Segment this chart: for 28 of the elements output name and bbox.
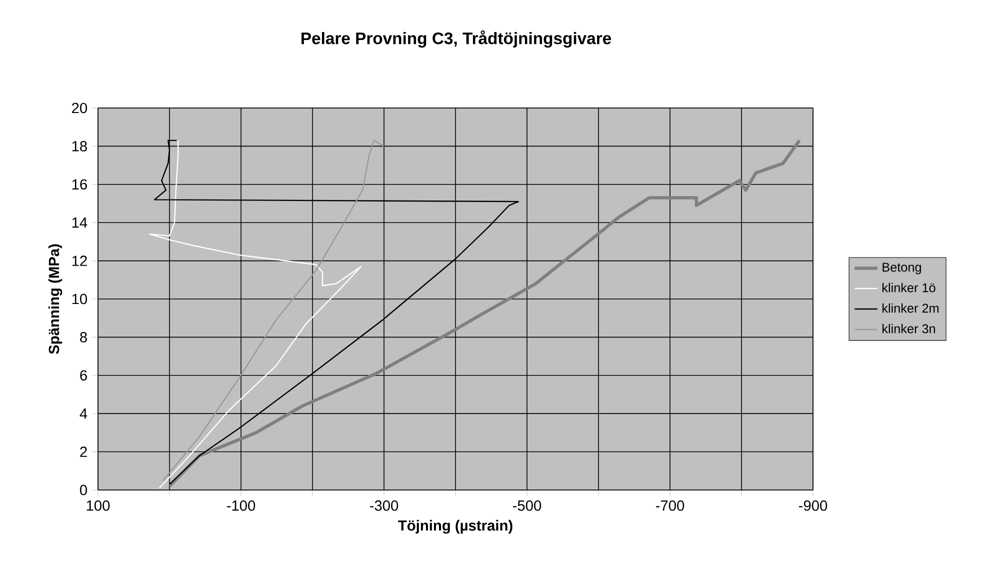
y-tick-label: 4 <box>80 408 88 419</box>
x-axis-title: Töjning (µstrain) <box>398 520 512 534</box>
line-series <box>154 140 520 485</box>
y-tick-label: 8 <box>80 332 87 342</box>
legend-label: klinker 1ö <box>882 282 936 292</box>
y-tick-label: 14 <box>72 218 88 228</box>
chart-title: Pelare Provning C3, Trådtöjningsgivare <box>302 30 612 48</box>
y-tick-label: 12 <box>72 256 87 266</box>
line-series <box>168 138 802 488</box>
y-tick-label: 16 <box>72 179 87 190</box>
y-tick-label: 6 <box>80 370 87 381</box>
y-tick-label: 18 <box>72 141 87 152</box>
y-tick-label: 20 <box>72 102 88 114</box>
y-tick-label: 2 <box>80 446 87 457</box>
x-tick-label: -900 <box>798 500 828 511</box>
legend-label: klinker 3n <box>882 324 936 334</box>
x-tick-label: -700 <box>656 500 684 511</box>
legend-label: klinker 2m <box>882 303 939 313</box>
y-axis-title: Spänning (MPa) <box>48 244 62 354</box>
legend-label: Betong <box>882 262 921 274</box>
x-tick-label: -500 <box>512 500 542 511</box>
x-tick-label: 100 <box>86 500 110 511</box>
x-tick-label: -100 <box>226 500 256 511</box>
line-series <box>162 140 385 482</box>
line-series <box>148 140 362 489</box>
x-tick-label: -300 <box>370 500 398 511</box>
y-tick-label: 0 <box>80 484 88 496</box>
y-tick-label: 10 <box>72 294 88 304</box>
